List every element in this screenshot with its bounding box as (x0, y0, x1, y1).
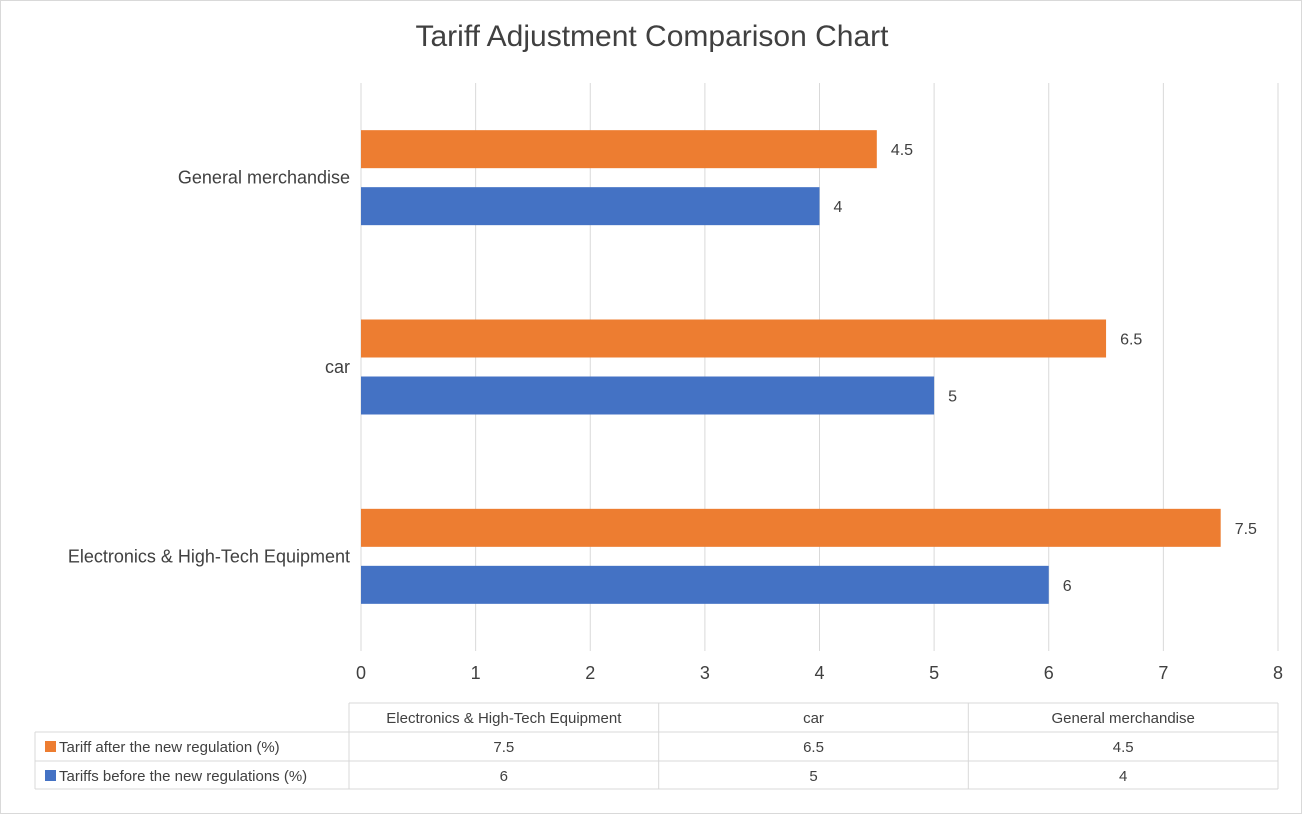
x-tick-label: 3 (700, 663, 710, 683)
data-label: 5 (948, 389, 957, 406)
legend-key (45, 741, 56, 752)
bars (361, 130, 1221, 604)
data-label: 4.5 (891, 142, 913, 159)
data-table: Electronics & High-Tech Equipment car Gene… (34, 702, 1279, 790)
labels: 0 1 2 3 4 5 6 7 8 7.5 6 Electronics & High-Tech Equ… (68, 142, 1283, 683)
legend-label: Tariffs before the new regulations (%) (59, 768, 307, 785)
bar (361, 319, 1107, 358)
x-tick-label: 6 (1044, 663, 1054, 683)
table-header-cell: General merchandise (1051, 710, 1194, 727)
category-label: car (325, 357, 350, 377)
table-value-cell: 6.5 (803, 739, 824, 756)
table-header-cell: Electronics & High-Tech Equipment (386, 710, 622, 727)
bar (361, 187, 820, 226)
data-label: 7.5 (1235, 521, 1257, 538)
category-label: General merchandise (178, 168, 350, 188)
x-tick-label: 2 (585, 663, 595, 683)
data-label: 6.5 (1120, 332, 1142, 349)
x-tick-label: 7 (1158, 663, 1168, 683)
bar (361, 508, 1221, 547)
x-tick-label: 1 (471, 663, 481, 683)
table-header-cell: car (803, 710, 824, 727)
bar (361, 565, 1049, 604)
data-label: 4 (834, 199, 843, 216)
table-value-cell: 6 (500, 768, 508, 785)
table-value-cell: 4 (1119, 768, 1127, 785)
table-value-cell: 5 (809, 768, 817, 785)
chart-title: Tariff Adjustment Comparison Chart (416, 20, 890, 53)
x-tick-label: 0 (356, 663, 366, 683)
gridlines (360, 83, 1279, 651)
x-tick-label: 8 (1273, 663, 1283, 683)
bar (361, 130, 877, 169)
category-label: Electronics & High-Tech Equipment (68, 546, 350, 566)
table-value-cell: 7.5 (493, 739, 514, 756)
table-value-cell: 4.5 (1113, 739, 1134, 756)
x-tick-label: 4 (814, 663, 824, 683)
legend-key (45, 770, 56, 781)
legend-label: Tariff after the new regulation (%) (59, 739, 280, 756)
x-tick-label: 5 (929, 663, 939, 683)
bar (361, 376, 935, 415)
data-label: 6 (1063, 578, 1072, 595)
